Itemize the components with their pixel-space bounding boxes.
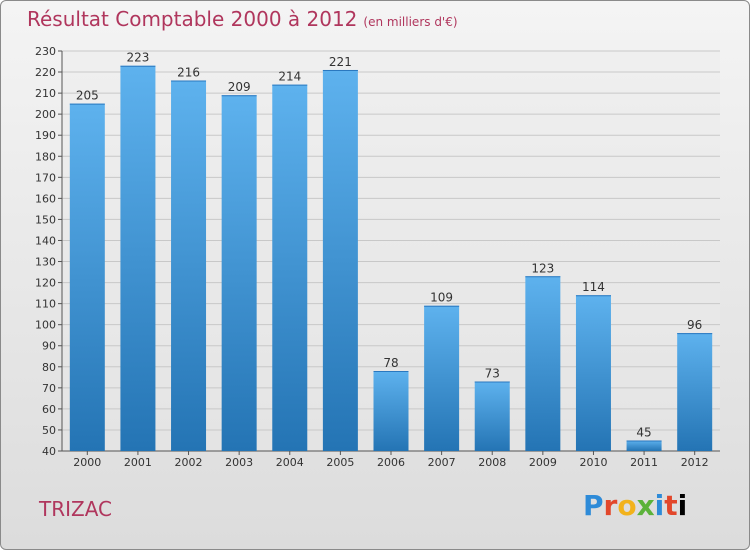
x-tick-label: 2003	[225, 456, 253, 469]
bar-value-label: 214	[278, 70, 301, 84]
bar-value-label: 216	[177, 65, 200, 79]
y-tick-label: 120	[35, 277, 56, 290]
chart-title: Résultat Comptable 2000 à 2012 (en millie…	[27, 7, 458, 31]
bar	[120, 65, 156, 451]
y-tick-label: 190	[35, 129, 56, 142]
x-tick-label: 2008	[478, 456, 506, 469]
x-tick-label: 2004	[276, 456, 304, 469]
x-tick-label: 2009	[529, 456, 557, 469]
place-name: TRIZAC	[39, 497, 113, 521]
bar-value-label: 78	[383, 356, 398, 370]
chart-unit-label: (en milliers d'€)	[363, 15, 458, 29]
y-tick-label: 200	[35, 108, 56, 121]
bar	[424, 305, 460, 451]
y-tick-label: 130	[35, 256, 56, 269]
x-tick-label: 2011	[630, 456, 658, 469]
y-tick-label: 160	[35, 192, 56, 205]
bar	[373, 371, 409, 451]
y-tick-label: 100	[35, 319, 56, 332]
x-tick-label: 2005	[326, 456, 354, 469]
bar-value-label: 96	[687, 318, 702, 332]
x-tick-label: 2006	[377, 456, 405, 469]
y-tick-label: 170	[35, 171, 56, 184]
y-tick-label: 150	[35, 213, 56, 226]
bar-value-label: 209	[228, 80, 251, 94]
chart-title-text: Résultat Comptable 2000 à 2012	[27, 7, 358, 31]
bar-value-label: 45	[636, 425, 651, 439]
x-tick-label: 2002	[175, 456, 203, 469]
bar	[575, 295, 611, 451]
bar-value-label: 109	[430, 291, 453, 305]
y-tick-label: 80	[42, 361, 56, 374]
bar	[69, 103, 105, 451]
y-tick-label: 230	[35, 45, 56, 58]
bar	[322, 69, 358, 452]
bar	[272, 84, 308, 452]
y-tick-label: 180	[35, 150, 56, 163]
bar-value-label: 221	[329, 55, 352, 69]
y-tick-label: 40	[42, 445, 56, 458]
y-tick-label: 90	[42, 340, 56, 353]
x-tick-label: 2000	[73, 456, 101, 469]
bar	[525, 276, 561, 451]
y-tick-label: 220	[35, 66, 56, 79]
bar	[677, 333, 713, 451]
x-tick-label: 2012	[681, 456, 709, 469]
bar-value-label: 73	[485, 367, 500, 381]
bar-value-label: 114	[582, 280, 605, 294]
y-tick-label: 60	[42, 403, 56, 416]
bar-value-label: 223	[126, 51, 149, 65]
y-tick-label: 70	[42, 382, 56, 395]
bar	[171, 80, 207, 451]
x-tick-label: 2010	[579, 456, 607, 469]
proxiti-logo: Proxiti	[583, 489, 688, 522]
x-tick-label: 2001	[124, 456, 152, 469]
y-tick-label: 140	[35, 234, 56, 247]
x-tick-label: 2007	[428, 456, 456, 469]
bar	[221, 95, 257, 452]
bar-value-label: 205	[76, 89, 99, 103]
bar-value-label: 123	[531, 261, 554, 275]
y-tick-label: 50	[42, 424, 56, 437]
bar	[474, 381, 510, 451]
y-tick-label: 110	[35, 298, 56, 311]
y-tick-label: 210	[35, 87, 56, 100]
bar	[626, 440, 662, 451]
